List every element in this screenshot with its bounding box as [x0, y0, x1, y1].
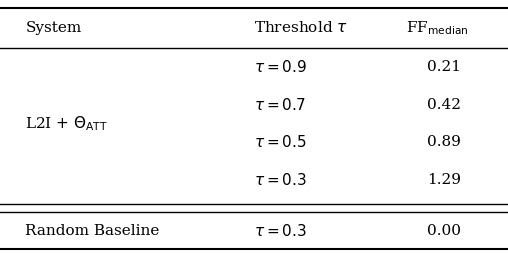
- Text: $\tau = 0.5$: $\tau = 0.5$: [254, 135, 307, 150]
- Text: 0.42: 0.42: [427, 98, 461, 112]
- Text: 0.00: 0.00: [427, 224, 461, 238]
- Text: FF$_{\mathrm{median}}$: FF$_{\mathrm{median}}$: [406, 19, 469, 37]
- Text: 0.21: 0.21: [427, 60, 461, 74]
- Text: $\tau = 0.3$: $\tau = 0.3$: [254, 223, 307, 239]
- Text: L2I $+$ $\Theta_{\mathrm{ATT}}$: L2I $+$ $\Theta_{\mathrm{ATT}}$: [25, 114, 108, 133]
- Text: 1.29: 1.29: [427, 173, 461, 187]
- Text: 0.89: 0.89: [427, 135, 461, 150]
- Text: $\tau = 0.9$: $\tau = 0.9$: [254, 59, 307, 75]
- Text: $\tau = 0.3$: $\tau = 0.3$: [254, 172, 307, 188]
- Text: $\tau = 0.7$: $\tau = 0.7$: [254, 97, 306, 113]
- Text: System: System: [25, 21, 82, 35]
- Text: Random Baseline: Random Baseline: [25, 224, 160, 238]
- Text: Threshold $\tau$: Threshold $\tau$: [254, 20, 348, 36]
